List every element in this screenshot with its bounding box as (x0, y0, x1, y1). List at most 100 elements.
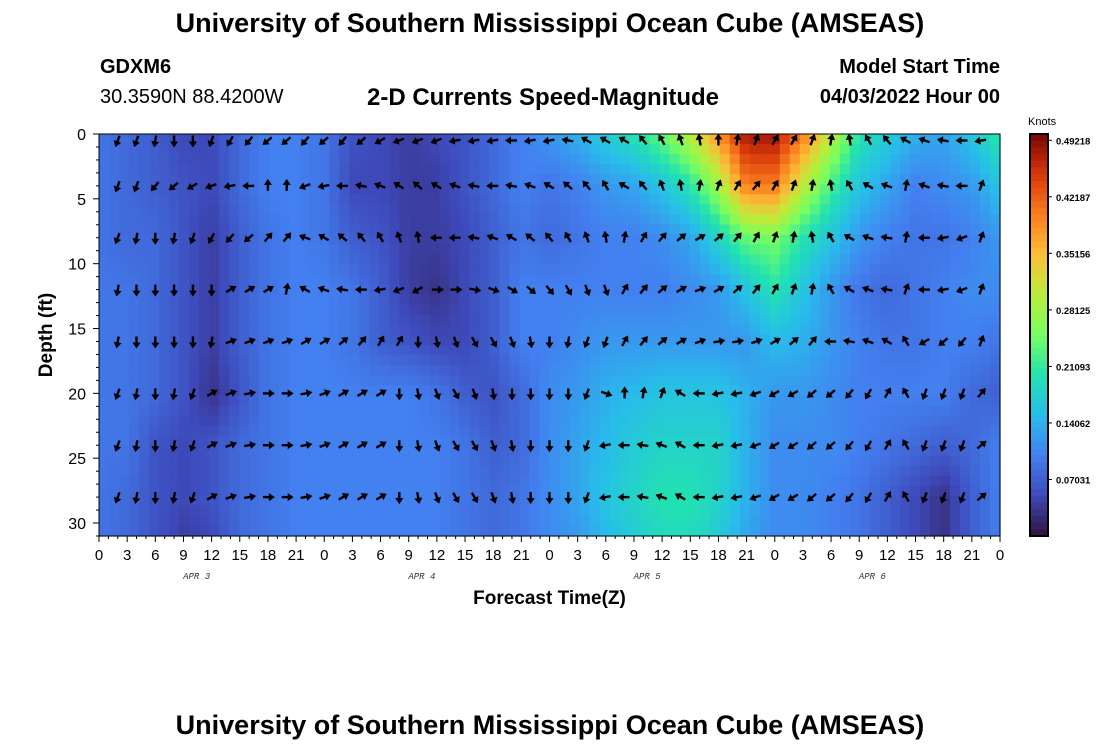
current-arrow (225, 285, 237, 294)
arrow-head (580, 136, 589, 144)
current-arrow (771, 283, 779, 295)
heatmap-cell (779, 385, 791, 396)
heatmap-cell (989, 365, 1001, 376)
current-arrow (151, 388, 160, 401)
heatmap-cell (619, 194, 631, 205)
heatmap-cell (569, 425, 581, 437)
arrow-head (939, 444, 948, 452)
heatmap-cell (619, 455, 631, 467)
current-arrow (881, 337, 893, 346)
heatmap-cell (909, 284, 921, 296)
heatmap-cell (739, 335, 751, 346)
heatmap-cell (529, 184, 541, 195)
heatmap-cell (339, 345, 350, 356)
current-arrow (206, 389, 218, 397)
arrow-head (505, 136, 511, 145)
heatmap-cell (909, 485, 921, 497)
heatmap-cell (959, 244, 971, 256)
arrow-head (545, 446, 554, 453)
arrow-head (354, 181, 362, 190)
heatmap-cell (269, 385, 280, 396)
heatmap-cell (629, 174, 641, 185)
heatmap-cell (949, 445, 961, 457)
current-arrow (526, 285, 537, 295)
heatmap-cell (289, 304, 300, 316)
heatmap-cell (929, 264, 941, 276)
heatmap-cell (609, 254, 621, 266)
heatmap-cell (349, 284, 360, 296)
colorbar-segment (1030, 241, 1048, 249)
arrow-head (188, 141, 197, 148)
heatmap-cell (659, 455, 671, 467)
heatmap-cell (539, 345, 551, 356)
heatmap-cell (889, 405, 901, 416)
current-arrow (545, 284, 554, 295)
heatmap-cell (459, 355, 471, 366)
heatmap-cell (799, 264, 811, 276)
heatmap-cell (969, 144, 981, 155)
heatmap-cell (959, 274, 971, 286)
colorbar-segment (1030, 529, 1048, 537)
colorbar-segment (1030, 489, 1048, 497)
heatmap-cell (859, 324, 871, 336)
heatmap-cell (219, 355, 230, 366)
heatmap-cell (389, 204, 400, 215)
current-arrow (113, 388, 122, 400)
heatmap-cell (889, 475, 901, 487)
heatmap-cell (279, 134, 290, 145)
heatmap-cell (269, 445, 280, 457)
heatmap-cell (989, 375, 1001, 386)
heatmap-cell (409, 415, 420, 427)
heatmap-cell (199, 324, 210, 336)
heatmap-cell (179, 194, 190, 205)
colorbar-tick-label: 0.42187 (1056, 193, 1090, 204)
current-arrow (564, 388, 573, 401)
heatmap-cell (539, 304, 551, 316)
heatmap-cell (709, 465, 721, 477)
heatmap-cell (209, 445, 220, 457)
heatmap-cell (339, 154, 350, 165)
colorbar-segment (1030, 234, 1048, 242)
heatmap-cell (739, 234, 751, 246)
heatmap-cell (509, 345, 521, 356)
current-arrow (281, 493, 294, 502)
colorbar-segment (1030, 207, 1048, 215)
heatmap-cell (589, 134, 601, 145)
day-label: APR 4 (407, 572, 435, 582)
heatmap-cell (479, 355, 491, 366)
current-arrow (862, 233, 874, 242)
heatmap-cell (519, 134, 531, 145)
heatmap-cell (309, 475, 320, 487)
current-arrow (862, 285, 874, 294)
heatmap-cell (919, 515, 931, 527)
heatmap-cell (689, 204, 701, 215)
heatmap-cell (769, 304, 781, 316)
heatmap-cell (959, 525, 971, 537)
heatmap-cell (369, 485, 380, 497)
heatmap-cell (299, 345, 310, 356)
heatmap-cell (919, 294, 931, 306)
heatmap-cell (769, 264, 781, 276)
heatmap-cell (649, 154, 661, 165)
heatmap-cell (959, 395, 971, 406)
heatmap-cell (869, 355, 881, 366)
heatmap-cell (249, 355, 260, 366)
heatmap-cell (289, 164, 300, 175)
heatmap-cell (659, 144, 671, 155)
heatmap-cell (419, 385, 430, 396)
heatmap-cell (199, 294, 210, 306)
heatmap-cell (589, 465, 601, 477)
heatmap-cell (919, 254, 931, 266)
heatmap-cell (809, 314, 821, 326)
heatmap-cell (719, 505, 731, 517)
arrow-head (880, 181, 888, 190)
heatmap-cell (719, 164, 731, 175)
heatmap-cell (949, 525, 961, 537)
heatmap-cell (699, 385, 711, 396)
heatmap-cell (219, 264, 230, 276)
heatmap-cell (739, 345, 751, 356)
heatmap-cell (759, 425, 771, 437)
heatmap-cell (629, 284, 641, 296)
arrow-head (467, 233, 475, 242)
heatmap-cell (459, 244, 471, 256)
